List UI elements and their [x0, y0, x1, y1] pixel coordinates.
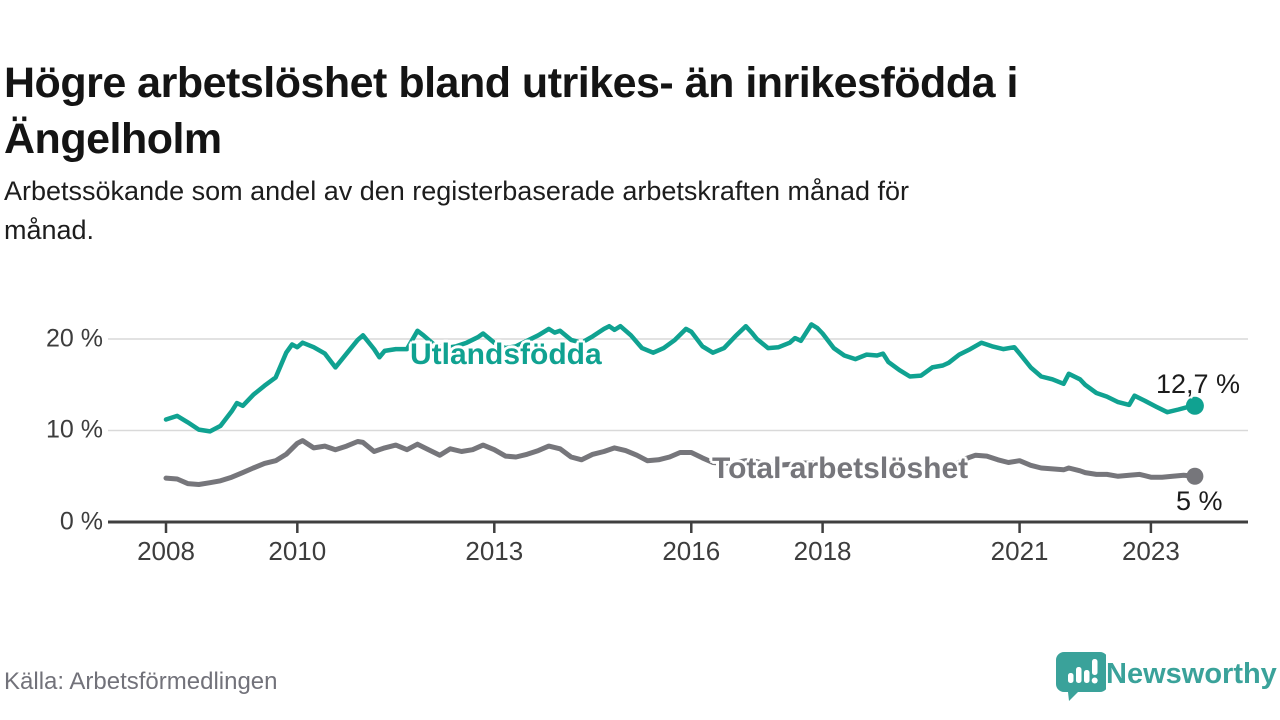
bar-chart-speech-bubble-icon — [1056, 652, 1106, 701]
series-line-utlandsfodda — [163, 322, 1198, 434]
brand-wordmark: Newsworthy — [1106, 658, 1277, 690]
x-tick-label-2013: 2013 — [465, 536, 524, 566]
y-tick-label-20: 20 % — [46, 324, 103, 353]
x-tick-label-2008: 2008 — [137, 536, 195, 566]
source-note: Källa: Arbetsförmedlingen — [4, 668, 278, 695]
x-tick-label-2018: 2018 — [793, 536, 852, 566]
series-line-total — [163, 438, 1198, 487]
page-subtitle: Arbetssökande som andel av den registerb… — [4, 176, 910, 245]
y-tick-label-10: 10 % — [46, 415, 103, 444]
x-tick-label-2016: 2016 — [662, 536, 721, 566]
series-label-utlandsfodda: Utlandsfödda — [410, 338, 602, 371]
series-end-dot-total — [1186, 467, 1204, 485]
x-tick-label-2010: 2010 — [268, 536, 327, 566]
x-tick-label-2023: 2023 — [1121, 536, 1180, 566]
series-label-total-arbetsloshet: Total arbetslöshet — [712, 452, 969, 485]
end-value-label-utlandsfodda: 12,7 % — [1156, 369, 1241, 399]
end-value-label-total: 5 % — [1176, 486, 1223, 516]
page-title: Högre arbetslöshet bland utrikes- än inr… — [4, 58, 1018, 163]
x-tick-label-2021: 2021 — [990, 536, 1049, 566]
series-end-dot-utlandsfodda — [1185, 396, 1204, 415]
y-tick-label-0: 0 % — [59, 507, 103, 536]
